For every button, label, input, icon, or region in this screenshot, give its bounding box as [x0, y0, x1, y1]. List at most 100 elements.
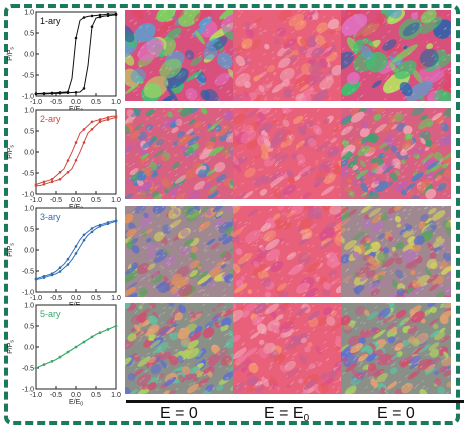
y-tick-label: -0.5	[22, 269, 34, 276]
y-tick-label: 0.5	[24, 227, 34, 234]
y-tick-label: 1.0	[24, 10, 34, 17]
data-point	[74, 245, 78, 248]
data-point	[50, 180, 54, 184]
data-point	[114, 116, 118, 119]
data-point	[58, 91, 62, 95]
data-point	[50, 178, 54, 181]
x-tick-label: 1.0	[111, 99, 121, 106]
data-point	[98, 118, 102, 121]
data-point	[58, 171, 62, 174]
data-point	[90, 227, 94, 230]
data-point	[82, 141, 86, 144]
x-tick-label: 0.0	[71, 197, 81, 204]
data-point	[42, 276, 46, 279]
y-tick-label: 1.0	[24, 206, 34, 213]
data-point	[90, 335, 94, 339]
data-point	[42, 180, 46, 184]
data-point	[90, 25, 94, 28]
domain-map-tile	[233, 108, 343, 199]
data-point	[82, 87, 86, 90]
y-tick-label: 1.0	[24, 303, 34, 310]
data-point	[50, 273, 54, 277]
y-axis-label: P/Ps	[7, 47, 16, 61]
data-point	[66, 91, 70, 95]
data-point	[66, 171, 70, 174]
x-tick-label: -1.0	[30, 99, 42, 106]
x-tick-label: 0.0	[71, 295, 81, 302]
domain-map-tile	[125, 108, 235, 199]
data-point	[90, 230, 94, 234]
data-point	[42, 92, 46, 96]
column-label-e-e0: E = E0	[264, 405, 309, 424]
data-point	[98, 120, 102, 123]
domain-map-tile	[341, 10, 451, 101]
x-tick-label: 0.0	[71, 392, 81, 399]
data-point	[34, 184, 38, 187]
domain-map-tile	[233, 303, 343, 394]
y-tick-label: -1.0	[22, 387, 34, 394]
y-tick-label: 0.5	[24, 31, 34, 38]
hysteresis-plot-5-ary: 1.0 0.5 0.0 -0.5 -1.0 -1.0 -0.5 0.0 0.5 1.0 E/E0 P/…	[4, 303, 124, 408]
column-label-text: E = 0	[160, 405, 198, 422]
y-tick-label: -1.0	[22, 94, 34, 101]
domain-map-tile	[125, 206, 235, 297]
column-label-e-zero-right: E = 0	[377, 405, 415, 423]
data-point	[66, 263, 70, 266]
data-point	[82, 233, 86, 237]
y-tick-label: 0.5	[24, 324, 34, 331]
data-point	[34, 278, 38, 281]
data-point	[114, 220, 118, 223]
hysteresis-plot-svg: 1.00.50.0-0.5-1.0-1.0-0.50.00.51.0E/E0P/…	[7, 108, 121, 213]
data-point	[82, 340, 86, 344]
y-tick-label: 0.0	[24, 345, 34, 352]
data-point	[90, 128, 94, 131]
data-point	[114, 324, 118, 328]
y-tick-label: -0.5	[22, 171, 34, 178]
domain-map-tile	[125, 10, 235, 101]
data-point	[106, 116, 110, 119]
data-point	[50, 92, 54, 95]
data-point	[114, 13, 118, 17]
x-tick-label: -0.5	[50, 197, 62, 204]
data-point	[66, 159, 70, 162]
y-axis-label: P/Ps	[7, 243, 16, 257]
x-tick-label: 0.0	[71, 99, 81, 106]
y-tick-label: 0.0	[24, 150, 34, 157]
series-label: 2-ary	[40, 114, 61, 124]
figure-frame	[4, 4, 460, 425]
hysteresis-plot-svg: 1.00.50.0-0.5-1.0-1.0-0.50.00.51.0E/E0P/…	[7, 206, 121, 311]
data-point	[34, 92, 38, 96]
data-point	[82, 16, 86, 19]
x-tick-label: 0.5	[91, 197, 101, 204]
x-tick-label: -0.5	[50, 295, 62, 302]
y-tick-label: 1.0	[24, 108, 34, 115]
column-label-text: E = 0	[377, 405, 415, 422]
x-tick-label: -1.0	[30, 197, 42, 204]
domain-map-tile	[341, 206, 451, 297]
x-tick-label: 1.0	[111, 295, 121, 302]
data-point	[82, 238, 86, 242]
plot-axes-box	[35, 207, 117, 293]
data-point	[90, 120, 94, 124]
hysteresis-plot-svg: 1.00.50.0-0.5-1.0-1.0-0.50.00.51.0E/E0P/…	[7, 10, 121, 115]
hysteresis-plot-3-ary: 1.00.50.0-0.5-1.0-1.0-0.50.00.51.0E/E0P/…	[4, 206, 124, 311]
x-tick-label: -1.0	[30, 295, 42, 302]
data-point	[42, 363, 46, 366]
y-axis-label: P/Ps	[7, 340, 16, 354]
data-point	[74, 141, 78, 144]
x-tick-label: -1.0	[30, 392, 42, 399]
domain-map-tile	[125, 303, 235, 394]
series-label: 5-ary	[40, 309, 61, 319]
domain-map-tile	[233, 10, 343, 101]
column-label-text: E = E	[264, 405, 304, 422]
x-axis-label: E/E0	[69, 399, 83, 408]
column-baseline	[126, 400, 464, 403]
data-point	[50, 360, 54, 363]
y-tick-label: -0.5	[22, 73, 34, 80]
data-point	[58, 178, 62, 181]
data-point	[98, 331, 102, 334]
x-tick-label: -0.5	[50, 392, 62, 399]
series-label: 1-ary	[40, 16, 61, 26]
x-tick-label: -0.5	[50, 99, 62, 106]
